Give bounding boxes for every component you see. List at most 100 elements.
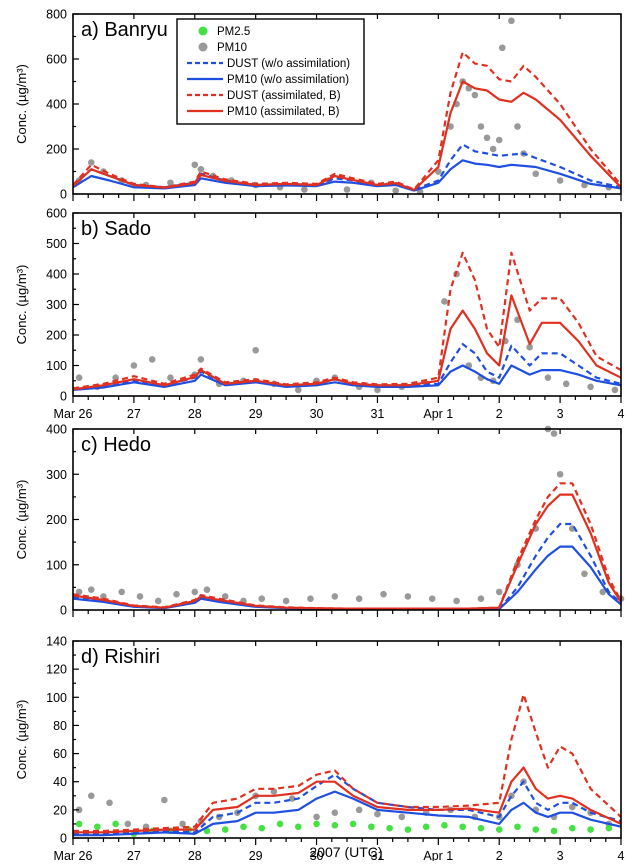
data-point — [75, 806, 83, 814]
y-tick-label: 800 — [46, 8, 67, 22]
data-point — [568, 803, 576, 811]
y-tick-label: 400 — [46, 268, 67, 282]
series-line-pm10-assimilated-b- — [73, 766, 622, 834]
data-point — [495, 588, 503, 596]
data-point — [544, 374, 552, 382]
data-point — [258, 824, 266, 832]
legend-item: DUST (assimilated, B) — [187, 90, 341, 102]
x-tick-label: Mar 26 — [54, 407, 93, 421]
x-tick-label: 31 — [370, 849, 384, 861]
data-point — [587, 826, 594, 833]
data-point — [331, 593, 339, 600]
data-point — [477, 123, 485, 130]
legend-item: PM2.5 — [198, 26, 250, 38]
data-point — [532, 170, 540, 178]
legend: PM2.5 PM10 DUST (w/o assimilation) PM10 (w/… — [176, 18, 365, 125]
data-point — [611, 386, 619, 394]
y-tick-label: 120 — [46, 663, 67, 677]
data-point — [75, 820, 83, 828]
x-tick-label: 31 — [370, 407, 384, 421]
data-point — [197, 165, 205, 173]
panel-title: c) Hedo — [81, 434, 151, 456]
y-tick-label: 400 — [46, 98, 67, 112]
y-tick-label: 400 — [46, 423, 67, 437]
data-point — [498, 44, 506, 52]
data-point — [556, 177, 564, 184]
legend-item: PM10 — [198, 42, 247, 54]
data-point — [477, 824, 485, 832]
data-point — [581, 570, 588, 578]
data-point — [154, 597, 162, 605]
data-point — [258, 595, 266, 602]
data-point — [380, 590, 387, 598]
data-point — [276, 820, 284, 828]
data-point — [483, 134, 491, 142]
series-line-pm10-w-o-assimilation- — [73, 790, 622, 837]
y-tick-label: 80 — [53, 719, 67, 733]
legend-marker — [198, 42, 208, 52]
data-point — [374, 386, 381, 394]
data-point — [374, 810, 381, 818]
series-line-dust-assimilated-b- — [72, 482, 622, 610]
series-line-pm10-w-o-assimilation- — [72, 159, 622, 192]
data-point — [532, 826, 540, 833]
legend-label: DUST (w/o assimilation) — [227, 58, 350, 70]
series-line-pm10-assimilated-b- — [72, 80, 622, 191]
y-tick-label: 0 — [60, 604, 67, 618]
data-point — [355, 595, 363, 602]
data-point — [313, 820, 320, 828]
data-point — [441, 822, 448, 829]
data-point — [301, 186, 308, 193]
data-point — [477, 595, 485, 602]
y-tick-label: 300 — [46, 468, 67, 482]
series-line-dust-assimilated-b- — [72, 251, 622, 390]
x-tick-label: 3 — [557, 407, 564, 421]
y-tick-label: 0 — [60, 188, 67, 202]
data-point — [556, 470, 564, 478]
data-point — [203, 586, 211, 593]
data-point — [489, 145, 497, 153]
y-tick-label: 600 — [46, 53, 67, 67]
data-point — [605, 824, 613, 832]
y-tick-label: 20 — [53, 803, 67, 817]
data-point — [422, 823, 430, 831]
data-point — [118, 588, 126, 596]
data-point — [386, 824, 393, 832]
x-tick-label: 4 — [618, 849, 625, 861]
data-point — [112, 820, 119, 828]
x-tick-label: 2 — [496, 407, 503, 421]
x-tick-label: Mar 26 — [54, 849, 93, 861]
x-tick-label: Apr 1 — [423, 407, 453, 421]
y-tick-label: 0 — [60, 832, 67, 846]
data-point — [87, 159, 95, 166]
data-point — [221, 593, 229, 600]
panel-4: 0 20 40 60 80 100 120 140 d) Rishiri Conc. (µg/m³… — [14, 635, 625, 864]
scatter-pm10 — [75, 425, 625, 605]
y-tick-label: 300 — [46, 298, 67, 312]
y-tick-label: 200 — [46, 143, 67, 157]
y-axis-label: Conc. (µg/m³) — [14, 265, 29, 345]
data-point — [459, 823, 466, 831]
data-point — [221, 826, 229, 833]
panel-title: d) Rishiri — [81, 646, 160, 668]
y-tick-label: 200 — [46, 513, 67, 527]
data-point — [270, 788, 278, 795]
y-tick-label: 40 — [53, 775, 67, 789]
x-tick-label: 30 — [310, 407, 324, 421]
series-line-pm10-assimilated-b- — [72, 294, 622, 391]
data-point — [514, 823, 521, 831]
data-point — [75, 374, 83, 382]
y-tick-label: 60 — [53, 747, 67, 761]
x-tick-label: 27 — [127, 407, 141, 421]
series-line-dust-assimilated-b- — [73, 693, 622, 833]
data-point — [568, 824, 576, 832]
y-tick-label: 200 — [46, 329, 67, 343]
panel-3: 0 100 200 300 400 c) Hedo Conc. (µg/m³) — [14, 423, 625, 618]
x-tick-label: Apr 1 — [423, 849, 453, 861]
data-point — [550, 827, 558, 835]
data-point — [526, 343, 533, 351]
panel-2: 0 100 200 300 400 500 600 b) Sado Conc. (µg/m³) M… — [14, 207, 625, 422]
data-point — [331, 809, 339, 816]
y-tick-label: 100 — [46, 359, 67, 373]
